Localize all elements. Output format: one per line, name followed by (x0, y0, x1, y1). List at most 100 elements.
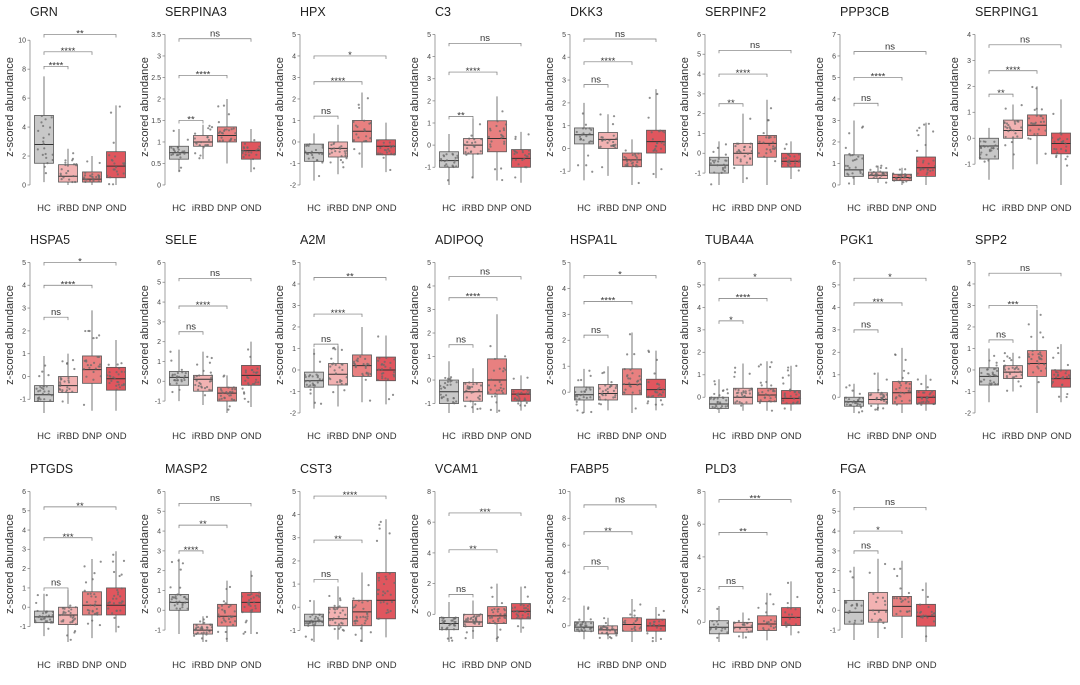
data-point (366, 599, 369, 603)
data-point (576, 621, 580, 624)
significance-bracket: ns (583, 495, 657, 508)
data-point (656, 382, 659, 385)
data-point (113, 594, 116, 597)
data-point (227, 615, 230, 618)
data-point (197, 626, 200, 629)
data-point (194, 383, 197, 387)
data-point (319, 402, 323, 405)
data-point (574, 390, 577, 394)
data-point (488, 621, 491, 625)
data-point (258, 145, 261, 148)
y-tick-label: 1 (22, 351, 26, 358)
data-point (1027, 124, 1030, 127)
data-point (918, 603, 922, 606)
data-point (526, 608, 530, 611)
data-point (848, 132, 851, 135)
data-point (255, 631, 259, 635)
data-point (380, 368, 384, 371)
data-point (221, 139, 224, 142)
data-point (387, 147, 390, 151)
x-category-label: DNP (352, 660, 372, 671)
significance-bracket: ns (988, 263, 1062, 277)
data-point (1055, 148, 1058, 151)
y-tick-label: 2 (832, 568, 836, 575)
y-tick-label: 3 (292, 535, 296, 542)
data-point (257, 594, 260, 597)
data-point (514, 150, 517, 153)
data-point (764, 393, 767, 396)
data-point (255, 378, 258, 381)
data-point (873, 174, 877, 177)
data-point (898, 386, 901, 389)
data-point (743, 145, 746, 149)
data-point (652, 624, 656, 627)
data-point (1062, 139, 1065, 143)
data-point (589, 396, 592, 399)
data-point (224, 602, 227, 605)
data-point (1062, 375, 1065, 379)
y-tick-label: 2 (157, 339, 161, 346)
data-point (582, 393, 585, 396)
bracket-line (313, 539, 363, 544)
box-irbd (733, 363, 753, 411)
data-point (600, 136, 603, 139)
data-point (116, 173, 119, 176)
y-tick-label: 5 (22, 260, 26, 267)
data-point (899, 176, 902, 179)
data-point (479, 150, 482, 153)
data-point (205, 639, 208, 642)
data-point (877, 388, 880, 392)
data-point (721, 166, 725, 170)
data-point (476, 152, 479, 155)
data-point (116, 363, 119, 366)
data-point (339, 147, 342, 150)
box-dnp (352, 92, 372, 168)
significance-label: * (618, 269, 622, 280)
data-point (980, 371, 983, 375)
data-point (120, 587, 123, 590)
data-point (894, 353, 897, 356)
data-point (91, 609, 94, 612)
significance-bracket: *** (853, 297, 903, 308)
y-tick-label: 2 (157, 96, 161, 103)
data-point (225, 128, 228, 131)
box-iqr (709, 396, 729, 409)
data-point (916, 378, 919, 381)
x-category-label: HC (307, 203, 321, 214)
data-point (769, 400, 773, 403)
significance-label: ns (1020, 35, 1030, 46)
data-point (517, 615, 520, 618)
data-point (931, 390, 934, 393)
data-point (514, 137, 517, 141)
box-irbd (598, 113, 618, 176)
data-point (223, 129, 226, 132)
significance-label: ** (739, 526, 747, 537)
data-point (758, 140, 761, 143)
data-point (932, 159, 935, 162)
data-point (515, 616, 519, 620)
x-category-label: OND (375, 203, 396, 214)
data-point (589, 388, 592, 391)
data-point (453, 161, 456, 164)
y-tick-label: 2.5 (151, 75, 161, 82)
data-point (227, 605, 230, 609)
data-point (39, 398, 42, 401)
data-point (115, 609, 118, 612)
data-point (575, 403, 578, 406)
data-point (490, 608, 494, 612)
y-tick-label: 3 (157, 548, 161, 555)
data-point (881, 172, 884, 175)
data-point (479, 407, 482, 410)
data-point (310, 638, 313, 641)
significance-bracket: ns (178, 322, 204, 335)
data-point (183, 596, 186, 599)
data-point (748, 389, 751, 392)
significance-label: **** (49, 60, 64, 71)
data-point (853, 158, 856, 162)
data-point (222, 104, 226, 107)
data-point (363, 622, 366, 625)
data-point (377, 576, 381, 579)
